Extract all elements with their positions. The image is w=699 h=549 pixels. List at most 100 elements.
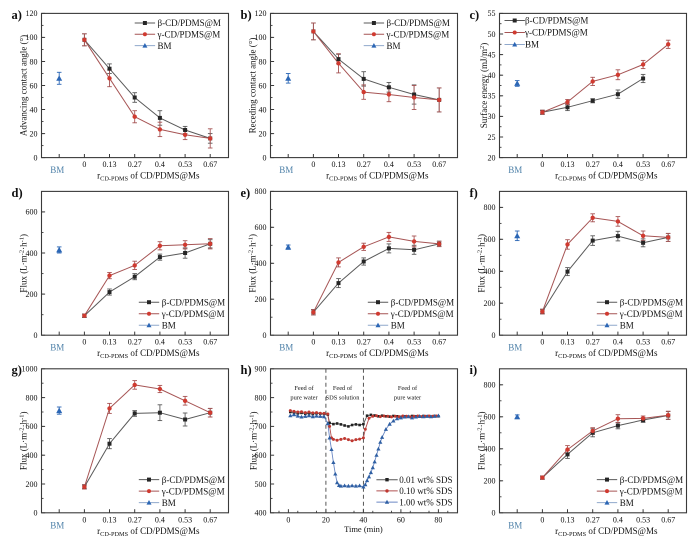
svg-text:50: 50 bbox=[488, 30, 496, 39]
svg-text:35: 35 bbox=[488, 92, 496, 101]
svg-text:Flux (L·m-2·h-1): Flux (L·m-2·h-1) bbox=[477, 412, 487, 471]
svg-text:1000: 1000 bbox=[22, 365, 38, 374]
svg-text:0: 0 bbox=[311, 160, 315, 169]
svg-text:Surface energy (mJ/m2): Surface energy (mJ/m2) bbox=[479, 43, 489, 129]
svg-text:0: 0 bbox=[34, 153, 38, 162]
svg-text:Flux (L·m-2·h-1): Flux (L·m-2·h-1) bbox=[248, 234, 258, 293]
svg-text:80: 80 bbox=[434, 515, 442, 524]
svg-text:0.4: 0.4 bbox=[613, 515, 623, 524]
svg-text:β-CD/PDMS@M: β-CD/PDMS@M bbox=[620, 297, 683, 307]
svg-text:c): c) bbox=[470, 8, 480, 22]
svg-text:Advancing contact angle (°): Advancing contact angle (°) bbox=[19, 35, 29, 136]
svg-text:20: 20 bbox=[322, 515, 330, 524]
svg-text:g): g) bbox=[12, 363, 22, 377]
svg-text:40: 40 bbox=[30, 105, 38, 114]
svg-text:0.53: 0.53 bbox=[178, 515, 192, 524]
svg-text:600: 600 bbox=[26, 208, 38, 217]
svg-text:0.13: 0.13 bbox=[103, 515, 117, 524]
svg-text:0.27: 0.27 bbox=[128, 515, 142, 524]
svg-text:BM: BM bbox=[508, 520, 522, 530]
svg-text:γ-CD/PDMS@M: γ-CD/PDMS@M bbox=[619, 309, 683, 319]
svg-text:0: 0 bbox=[311, 338, 315, 347]
svg-text:400: 400 bbox=[255, 259, 267, 268]
svg-text:20: 20 bbox=[30, 129, 38, 138]
svg-text:BM: BM bbox=[158, 41, 172, 51]
svg-text:0.01 wt% SDS: 0.01 wt% SDS bbox=[399, 475, 452, 485]
svg-text:BM: BM bbox=[50, 520, 64, 530]
svg-text:a): a) bbox=[12, 8, 22, 22]
svg-text:pure water: pure water bbox=[290, 395, 318, 402]
svg-text:400: 400 bbox=[484, 445, 496, 454]
svg-text:0.53: 0.53 bbox=[407, 160, 421, 169]
svg-text:SDS solution: SDS solution bbox=[326, 395, 361, 402]
svg-text:β-CD/PDMS@M: β-CD/PDMS@M bbox=[162, 297, 225, 307]
svg-text:β-CD/PDMS@M: β-CD/PDMS@M bbox=[387, 18, 450, 28]
svg-text:25: 25 bbox=[488, 133, 496, 142]
svg-text:γ-CD/PDMS@M: γ-CD/PDMS@M bbox=[161, 486, 225, 496]
svg-text:0.27: 0.27 bbox=[357, 160, 371, 169]
svg-text:100: 100 bbox=[255, 33, 267, 42]
svg-text:BM: BM bbox=[50, 343, 64, 353]
svg-text:f): f) bbox=[470, 186, 478, 200]
svg-text:0: 0 bbox=[540, 160, 544, 169]
svg-text:Flux (L·m-2·h-1): Flux (L·m-2·h-1) bbox=[19, 234, 29, 293]
svg-text:80: 80 bbox=[30, 57, 38, 66]
svg-text:Time (min): Time (min) bbox=[344, 524, 383, 534]
svg-text:0: 0 bbox=[540, 515, 544, 524]
svg-text:γ-CD/PDMS@M: γ-CD/PDMS@M bbox=[157, 30, 221, 40]
svg-text:500: 500 bbox=[255, 480, 267, 489]
svg-text:BM: BM bbox=[162, 320, 176, 330]
svg-text:0: 0 bbox=[34, 509, 38, 518]
svg-text:0.53: 0.53 bbox=[636, 515, 650, 524]
svg-text:β-CD/PDMS@M: β-CD/PDMS@M bbox=[158, 18, 221, 28]
svg-text:BM: BM bbox=[279, 343, 293, 353]
svg-text:1.00 wt% SDS: 1.00 wt% SDS bbox=[399, 497, 452, 507]
svg-text:0.67: 0.67 bbox=[661, 160, 675, 169]
svg-text:400: 400 bbox=[484, 267, 496, 276]
svg-text:β-CD/PDMS@M: β-CD/PDMS@M bbox=[620, 475, 683, 485]
svg-text:pure water: pure water bbox=[394, 395, 422, 402]
svg-text:0.4: 0.4 bbox=[155, 338, 165, 347]
svg-text:BM: BM bbox=[391, 320, 405, 330]
svg-text:0.4: 0.4 bbox=[384, 338, 394, 347]
svg-text:0.53: 0.53 bbox=[178, 338, 192, 347]
svg-text:0.53: 0.53 bbox=[636, 338, 650, 347]
svg-text:20: 20 bbox=[488, 153, 496, 162]
svg-text:60: 60 bbox=[397, 515, 405, 524]
svg-text:0.53: 0.53 bbox=[636, 160, 650, 169]
svg-text:0.27: 0.27 bbox=[586, 338, 600, 347]
svg-text:100: 100 bbox=[26, 33, 38, 42]
svg-text:0: 0 bbox=[82, 338, 86, 347]
svg-text:0.13: 0.13 bbox=[103, 338, 117, 347]
svg-text:0.4: 0.4 bbox=[384, 160, 394, 169]
svg-text:0: 0 bbox=[263, 331, 267, 340]
svg-text:0.67: 0.67 bbox=[203, 160, 217, 169]
svg-text:0.10 wt% SDS: 0.10 wt% SDS bbox=[399, 486, 452, 496]
svg-text:0.27: 0.27 bbox=[357, 338, 371, 347]
svg-text:0.13: 0.13 bbox=[561, 515, 575, 524]
svg-text:γ-CD/PDMS@M: γ-CD/PDMS@M bbox=[386, 30, 450, 40]
svg-text:600: 600 bbox=[26, 422, 38, 431]
svg-text:0.4: 0.4 bbox=[613, 338, 623, 347]
svg-text:800: 800 bbox=[255, 393, 267, 402]
svg-text:0.13: 0.13 bbox=[103, 160, 117, 169]
svg-text:0: 0 bbox=[492, 331, 496, 340]
svg-text:55: 55 bbox=[488, 9, 496, 18]
svg-text:0: 0 bbox=[286, 515, 290, 524]
svg-text:40: 40 bbox=[488, 71, 496, 80]
svg-text:Feed of: Feed of bbox=[333, 385, 353, 392]
svg-text:d): d) bbox=[12, 186, 23, 200]
svg-text:Feed of: Feed of bbox=[398, 385, 418, 392]
svg-text:800: 800 bbox=[26, 393, 38, 402]
svg-text:0.27: 0.27 bbox=[128, 160, 142, 169]
svg-text:80: 80 bbox=[259, 57, 267, 66]
svg-text:120: 120 bbox=[26, 9, 38, 18]
svg-text:200: 200 bbox=[255, 295, 267, 304]
svg-text:0.13: 0.13 bbox=[332, 160, 346, 169]
svg-text:0.27: 0.27 bbox=[586, 160, 600, 169]
svg-text:45: 45 bbox=[488, 50, 496, 59]
svg-text:600: 600 bbox=[484, 235, 496, 244]
svg-text:γ-CD/PDMS@M: γ-CD/PDMS@M bbox=[390, 309, 454, 319]
svg-text:0.67: 0.67 bbox=[203, 338, 217, 347]
svg-text:800: 800 bbox=[484, 381, 496, 390]
